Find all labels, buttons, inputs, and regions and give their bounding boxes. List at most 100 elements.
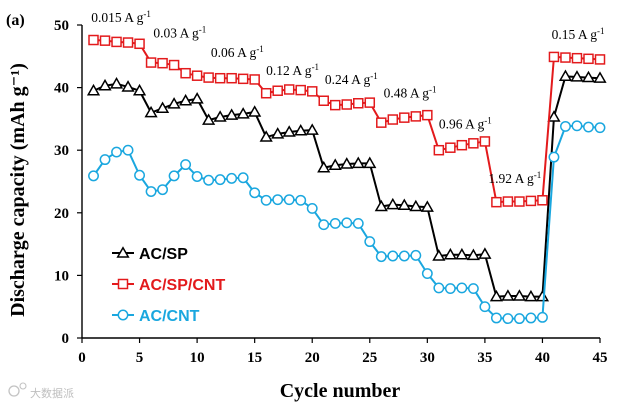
y-tick-label: 50 [54, 18, 69, 34]
data-point [213, 110, 227, 122]
data-point [203, 174, 215, 186]
rate-annotation-text: 0.48 A g [384, 86, 430, 101]
data-point [306, 202, 318, 214]
data-point [466, 248, 480, 261]
data-point [502, 313, 514, 325]
data-point [581, 70, 596, 83]
data-point [433, 282, 445, 294]
data-point [111, 146, 122, 158]
x-tick-label: 25 [362, 350, 377, 366]
legend-label: AC/CNT [139, 308, 200, 325]
y-tick-label: 20 [54, 206, 69, 222]
data-point [432, 249, 446, 261]
data-point [490, 312, 502, 324]
data-point [456, 139, 468, 151]
data-point [594, 54, 606, 65]
rate-annotation-text: 0.24 A g [325, 72, 371, 87]
data-point [456, 282, 468, 294]
data-point [374, 199, 388, 212]
data-point [594, 122, 606, 134]
data-point [387, 114, 399, 125]
rate-annotation-superscript: -1 [199, 25, 207, 35]
data-point [410, 111, 422, 122]
data-point [305, 123, 319, 135]
data-point [249, 187, 261, 199]
data-point [272, 85, 283, 96]
data-point [157, 184, 169, 196]
data-point [283, 194, 295, 206]
data-point [341, 217, 353, 229]
data-point [86, 83, 101, 96]
rate-annotation: 0.15 A g-1 [552, 26, 605, 42]
data-point [593, 71, 607, 83]
data-point [422, 109, 433, 121]
data-point [341, 99, 353, 110]
data-point [340, 157, 354, 169]
data-point [535, 289, 550, 302]
y-tick-label: 10 [54, 268, 69, 284]
data-point [536, 311, 548, 323]
data-point [513, 313, 525, 325]
data-point [421, 268, 433, 279]
data-point [226, 172, 238, 184]
rate-annotation: 0.48 A g-1 [384, 85, 437, 101]
x-tick-label: 10 [190, 350, 205, 366]
x-tick-label: 40 [535, 350, 550, 366]
data-point [225, 108, 239, 120]
data-point [180, 159, 192, 171]
data-point [214, 174, 226, 186]
data-point [111, 36, 122, 48]
data-point [560, 52, 571, 63]
data-point [537, 195, 548, 206]
y-tick-label: 40 [54, 81, 69, 97]
data-point [444, 283, 456, 294]
legend-label: AC/SP [139, 246, 188, 263]
data-point [375, 251, 387, 263]
data-point [294, 123, 308, 136]
data-point [283, 84, 295, 95]
legend-marker [116, 246, 130, 258]
data-point [583, 53, 594, 65]
x-tick-label: 0 [78, 350, 86, 366]
data-point [328, 158, 342, 170]
series-ac-cnt [88, 120, 606, 325]
x-tick-label: 35 [477, 350, 492, 366]
data-point [236, 107, 250, 119]
data-point [202, 113, 216, 125]
y-axis-title: Discharge capacity (mAh g⁻¹) [7, 63, 29, 317]
data-point [191, 171, 203, 182]
data-point [168, 59, 180, 71]
rate-annotation-text: 0.15 A g [552, 27, 598, 42]
x-tick-label: 30 [420, 350, 435, 366]
data-point [363, 156, 377, 169]
data-point [433, 144, 445, 156]
data-point [570, 70, 584, 82]
data-point [237, 73, 249, 85]
data-point [524, 289, 538, 302]
data-point [514, 196, 525, 207]
y-tick-label: 30 [54, 143, 69, 159]
data-point [98, 78, 112, 91]
data-point [191, 70, 203, 81]
data-point [478, 247, 492, 259]
data-point [489, 289, 503, 302]
rate-annotation: 0.015 A g-1 [91, 9, 151, 25]
data-point [295, 84, 306, 96]
data-point [237, 172, 249, 184]
x-tick-label: 5 [136, 350, 144, 366]
data-point [132, 83, 147, 96]
data-point [512, 289, 527, 301]
data-point [455, 247, 469, 260]
rate-annotation-superscript: -1 [370, 71, 378, 81]
data-point [352, 217, 364, 229]
data-point [203, 72, 214, 83]
data-point [467, 283, 479, 294]
rate-annotation-superscript: -1 [312, 62, 320, 72]
data-point [443, 247, 457, 260]
data-point [351, 156, 365, 169]
data-point [409, 199, 423, 212]
rate-annotation-text: 1.92 A g [488, 171, 534, 186]
legend-marker [117, 278, 129, 290]
rate-annotation: 0.03 A g-1 [153, 25, 206, 41]
